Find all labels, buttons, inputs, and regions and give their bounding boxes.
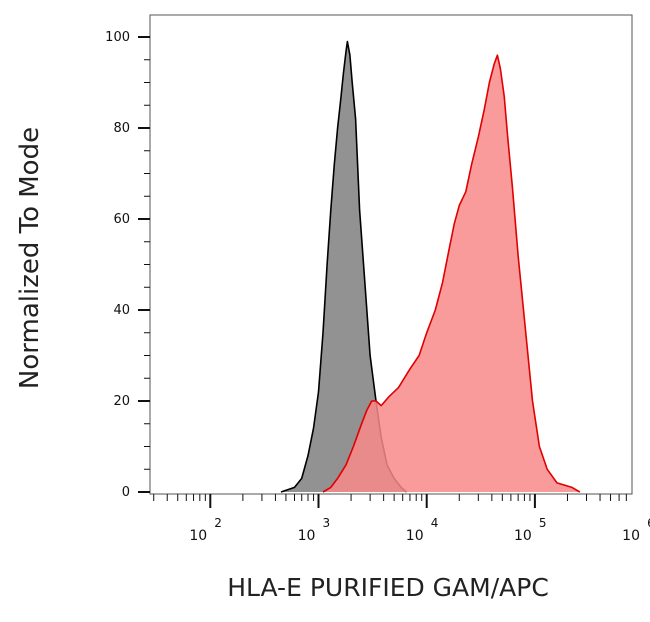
y-tick-label: 40 bbox=[113, 303, 130, 318]
series-2-fill bbox=[323, 55, 580, 492]
y-tick-label: 100 bbox=[105, 30, 130, 45]
plot-area bbox=[280, 40, 581, 493]
y-axis-label: Normalized To Mode bbox=[15, 127, 45, 389]
x-axis-label: HLA-E PURIFIED GAM/APC bbox=[227, 573, 549, 602]
y-tick-label: 80 bbox=[113, 121, 130, 136]
y-tick-label: 60 bbox=[113, 212, 130, 227]
x-tick-label: 10 bbox=[189, 528, 207, 544]
series-2-line bbox=[322, 54, 581, 493]
x-tick-label: 10 bbox=[514, 528, 532, 544]
series-1-fill bbox=[281, 41, 407, 492]
y-tick-label: 0 bbox=[122, 485, 130, 500]
x-tick-label: 10 bbox=[406, 528, 424, 544]
y-tick-label: 20 bbox=[113, 394, 130, 409]
x-tick-exponent: 6 bbox=[647, 516, 650, 530]
x-tick-exponent: 2 bbox=[214, 516, 222, 530]
plot-frame bbox=[149, 14, 633, 495]
x-tick-label: 10 bbox=[622, 528, 640, 544]
x-tick-exponent: 3 bbox=[323, 516, 331, 530]
axes: 0 20 40 60 80 100 10 2 10 3 10 4 10 5 10 6 bbox=[105, 14, 650, 544]
x-tick-label: 10 bbox=[298, 528, 316, 544]
x-tick-exponent: 4 bbox=[431, 516, 439, 530]
x-tick-exponent: 5 bbox=[539, 516, 547, 530]
